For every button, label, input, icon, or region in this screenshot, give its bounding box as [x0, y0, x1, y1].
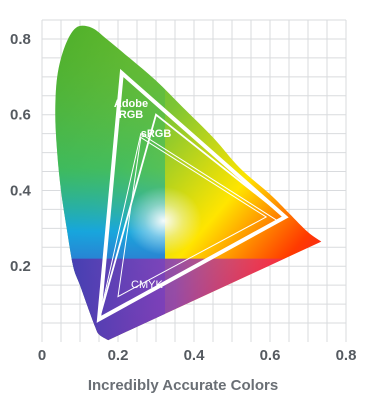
gamut-labels: Adobe RGB sRGB CMYK: [114, 98, 171, 291]
gamut-triangles: [96, 68, 289, 323]
white-point-glow: [125, 186, 202, 255]
y-axis-ticks: 0.2 0.4 0.6 0.8: [10, 31, 32, 275]
gamut-label-srgb: sRGB: [141, 128, 172, 140]
spectral-locus: [55, 25, 322, 341]
x-axis-ticks: 0 0.2 0.4 0.6 0.8: [38, 347, 357, 364]
gamut-label-adobe-rgb-1: Adobe: [114, 98, 148, 110]
gamut-label-cmyk: CMYK: [131, 279, 163, 291]
x-tick-label: 0: [38, 347, 46, 364]
x-tick-label: 0.4: [184, 347, 206, 364]
y-tick-label: 0.2: [10, 258, 31, 275]
gamut-triangle-cmyk: [117, 136, 268, 298]
x-tick-label: 0.6: [260, 347, 281, 364]
x-tick-label: 0.2: [108, 347, 129, 364]
x-tick-label: 0.8: [336, 347, 357, 364]
x-axis-label: Incredibly Accurate Colors: [88, 377, 278, 394]
y-tick-label: 0.4: [10, 182, 32, 199]
y-tick-label: 0.8: [10, 31, 31, 48]
gamut-triangle-inner: [98, 132, 279, 321]
y-tick-label: 0.6: [10, 107, 31, 124]
gamut-label-adobe-rgb-2: RGB: [119, 109, 144, 121]
